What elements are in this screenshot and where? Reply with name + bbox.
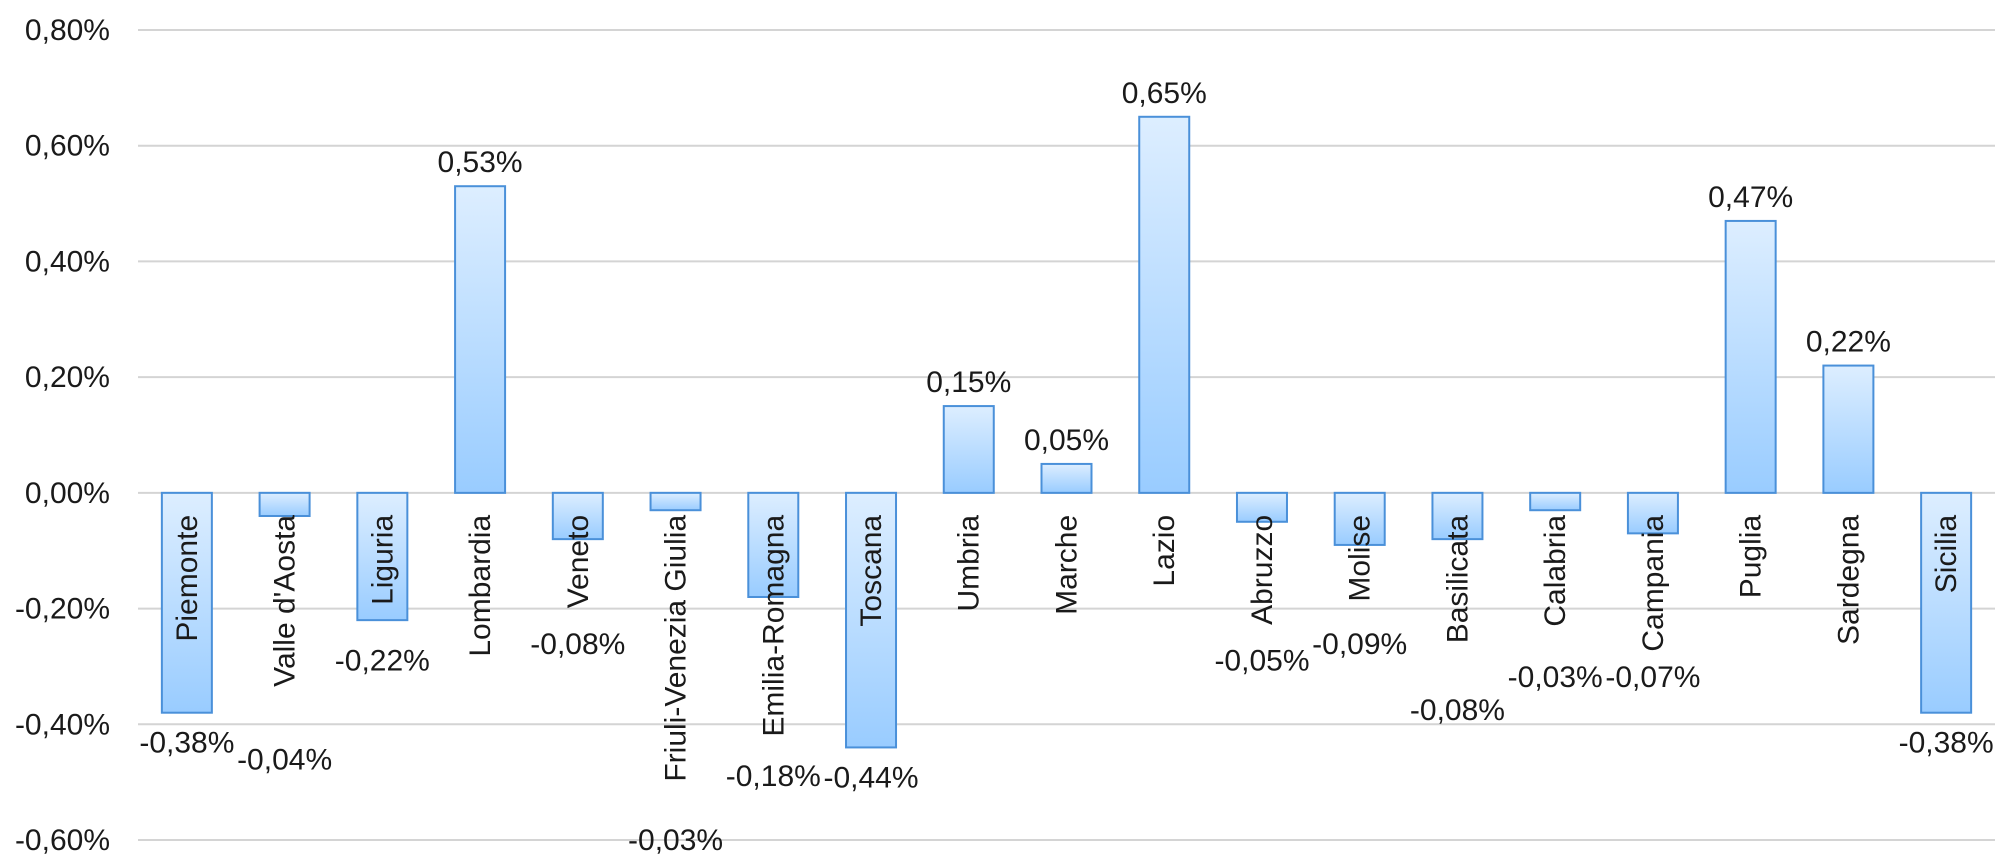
data-label: -0,04% bbox=[237, 743, 332, 776]
bar bbox=[1920, 491, 1973, 714]
category-label: Lazio bbox=[1148, 515, 1181, 587]
gridlines bbox=[138, 29, 1995, 841]
data-label: -0,03% bbox=[1508, 661, 1603, 694]
bar bbox=[1235, 491, 1288, 523]
y-tick-label: 0,60% bbox=[25, 130, 110, 163]
bar bbox=[649, 491, 702, 512]
bar bbox=[1626, 491, 1679, 535]
category-label: Campania bbox=[1637, 515, 1670, 652]
y-tick-label: 0,80% bbox=[25, 14, 110, 47]
bar bbox=[1529, 491, 1582, 512]
category-label: Valle d'Aosta bbox=[269, 515, 302, 687]
data-label: 0,05% bbox=[1024, 424, 1109, 457]
data-label: -0,07% bbox=[1605, 661, 1700, 694]
data-labels: -0,38%-0,04%-0,22%0,53%-0,08%-0,03%-0,18… bbox=[139, 77, 1993, 857]
bar bbox=[258, 491, 311, 518]
data-label: -0,18% bbox=[726, 760, 821, 793]
data-label: 0,53% bbox=[438, 146, 523, 179]
category-label: Veneto bbox=[562, 515, 595, 608]
data-label: 0,15% bbox=[926, 366, 1011, 399]
data-label: -0,08% bbox=[530, 628, 625, 661]
data-label: 0,22% bbox=[1806, 326, 1891, 359]
category-label: Lombardia bbox=[464, 515, 497, 657]
y-tick-label: 0,20% bbox=[25, 361, 110, 394]
category-label: Puglia bbox=[1735, 515, 1768, 599]
data-label: -0,03% bbox=[628, 824, 723, 857]
y-tick-label: -0,40% bbox=[15, 708, 110, 741]
data-label: -0,05% bbox=[1214, 644, 1309, 677]
category-label: Basilicata bbox=[1441, 515, 1474, 644]
y-axis-tick-labels: -0,60% -0,40% -0,20% 0,00% 0,20% 0,40% 0,60% 0,… bbox=[15, 14, 110, 857]
category-label: Sardegna bbox=[1832, 515, 1865, 645]
data-label: -0,38% bbox=[1899, 727, 1994, 760]
data-label: -0,08% bbox=[1410, 694, 1505, 727]
category-label: Marche bbox=[1051, 515, 1084, 615]
bar bbox=[1431, 491, 1484, 541]
bar bbox=[747, 491, 800, 599]
data-label: -0,22% bbox=[335, 644, 430, 677]
category-label: Piemonte bbox=[171, 515, 204, 642]
data-label: -0,38% bbox=[139, 727, 234, 760]
category-label: Friuli-Venezia Giulia bbox=[660, 515, 693, 782]
bar bbox=[845, 491, 898, 749]
category-label: Sicilia bbox=[1930, 515, 1963, 594]
data-label: -0,44% bbox=[823, 761, 918, 794]
y-tick-label: 0,40% bbox=[25, 245, 110, 278]
y-tick-label: -0,20% bbox=[15, 593, 110, 626]
bar bbox=[160, 491, 213, 714]
data-label: 0,47% bbox=[1708, 181, 1793, 214]
category-label: Molise bbox=[1344, 515, 1377, 602]
bar bbox=[1333, 491, 1386, 546]
bar bbox=[551, 491, 604, 541]
category-label: Abruzzo bbox=[1246, 515, 1279, 625]
category-labels: Piemonte Valle d'Aosta Liguria Lombardia Ven… bbox=[171, 515, 1963, 782]
y-tick-label: -0,60% bbox=[15, 824, 110, 857]
category-label: Umbria bbox=[953, 515, 986, 612]
category-label: Liguria bbox=[366, 515, 399, 605]
bar bbox=[1040, 462, 1093, 494]
bar bbox=[942, 405, 995, 494]
bar bbox=[1724, 219, 1777, 494]
category-label: Emilia-Romagna bbox=[757, 515, 790, 737]
category-label: Calabria bbox=[1539, 515, 1572, 627]
bar bbox=[454, 185, 507, 494]
bar bbox=[356, 491, 409, 622]
bars bbox=[160, 115, 1973, 749]
data-label: -0,09% bbox=[1312, 628, 1407, 661]
bar bbox=[1822, 364, 1875, 494]
bar bbox=[1138, 115, 1191, 494]
y-tick-label: 0,00% bbox=[25, 477, 110, 510]
category-label: Toscana bbox=[855, 515, 888, 627]
data-label: 0,65% bbox=[1122, 77, 1207, 110]
